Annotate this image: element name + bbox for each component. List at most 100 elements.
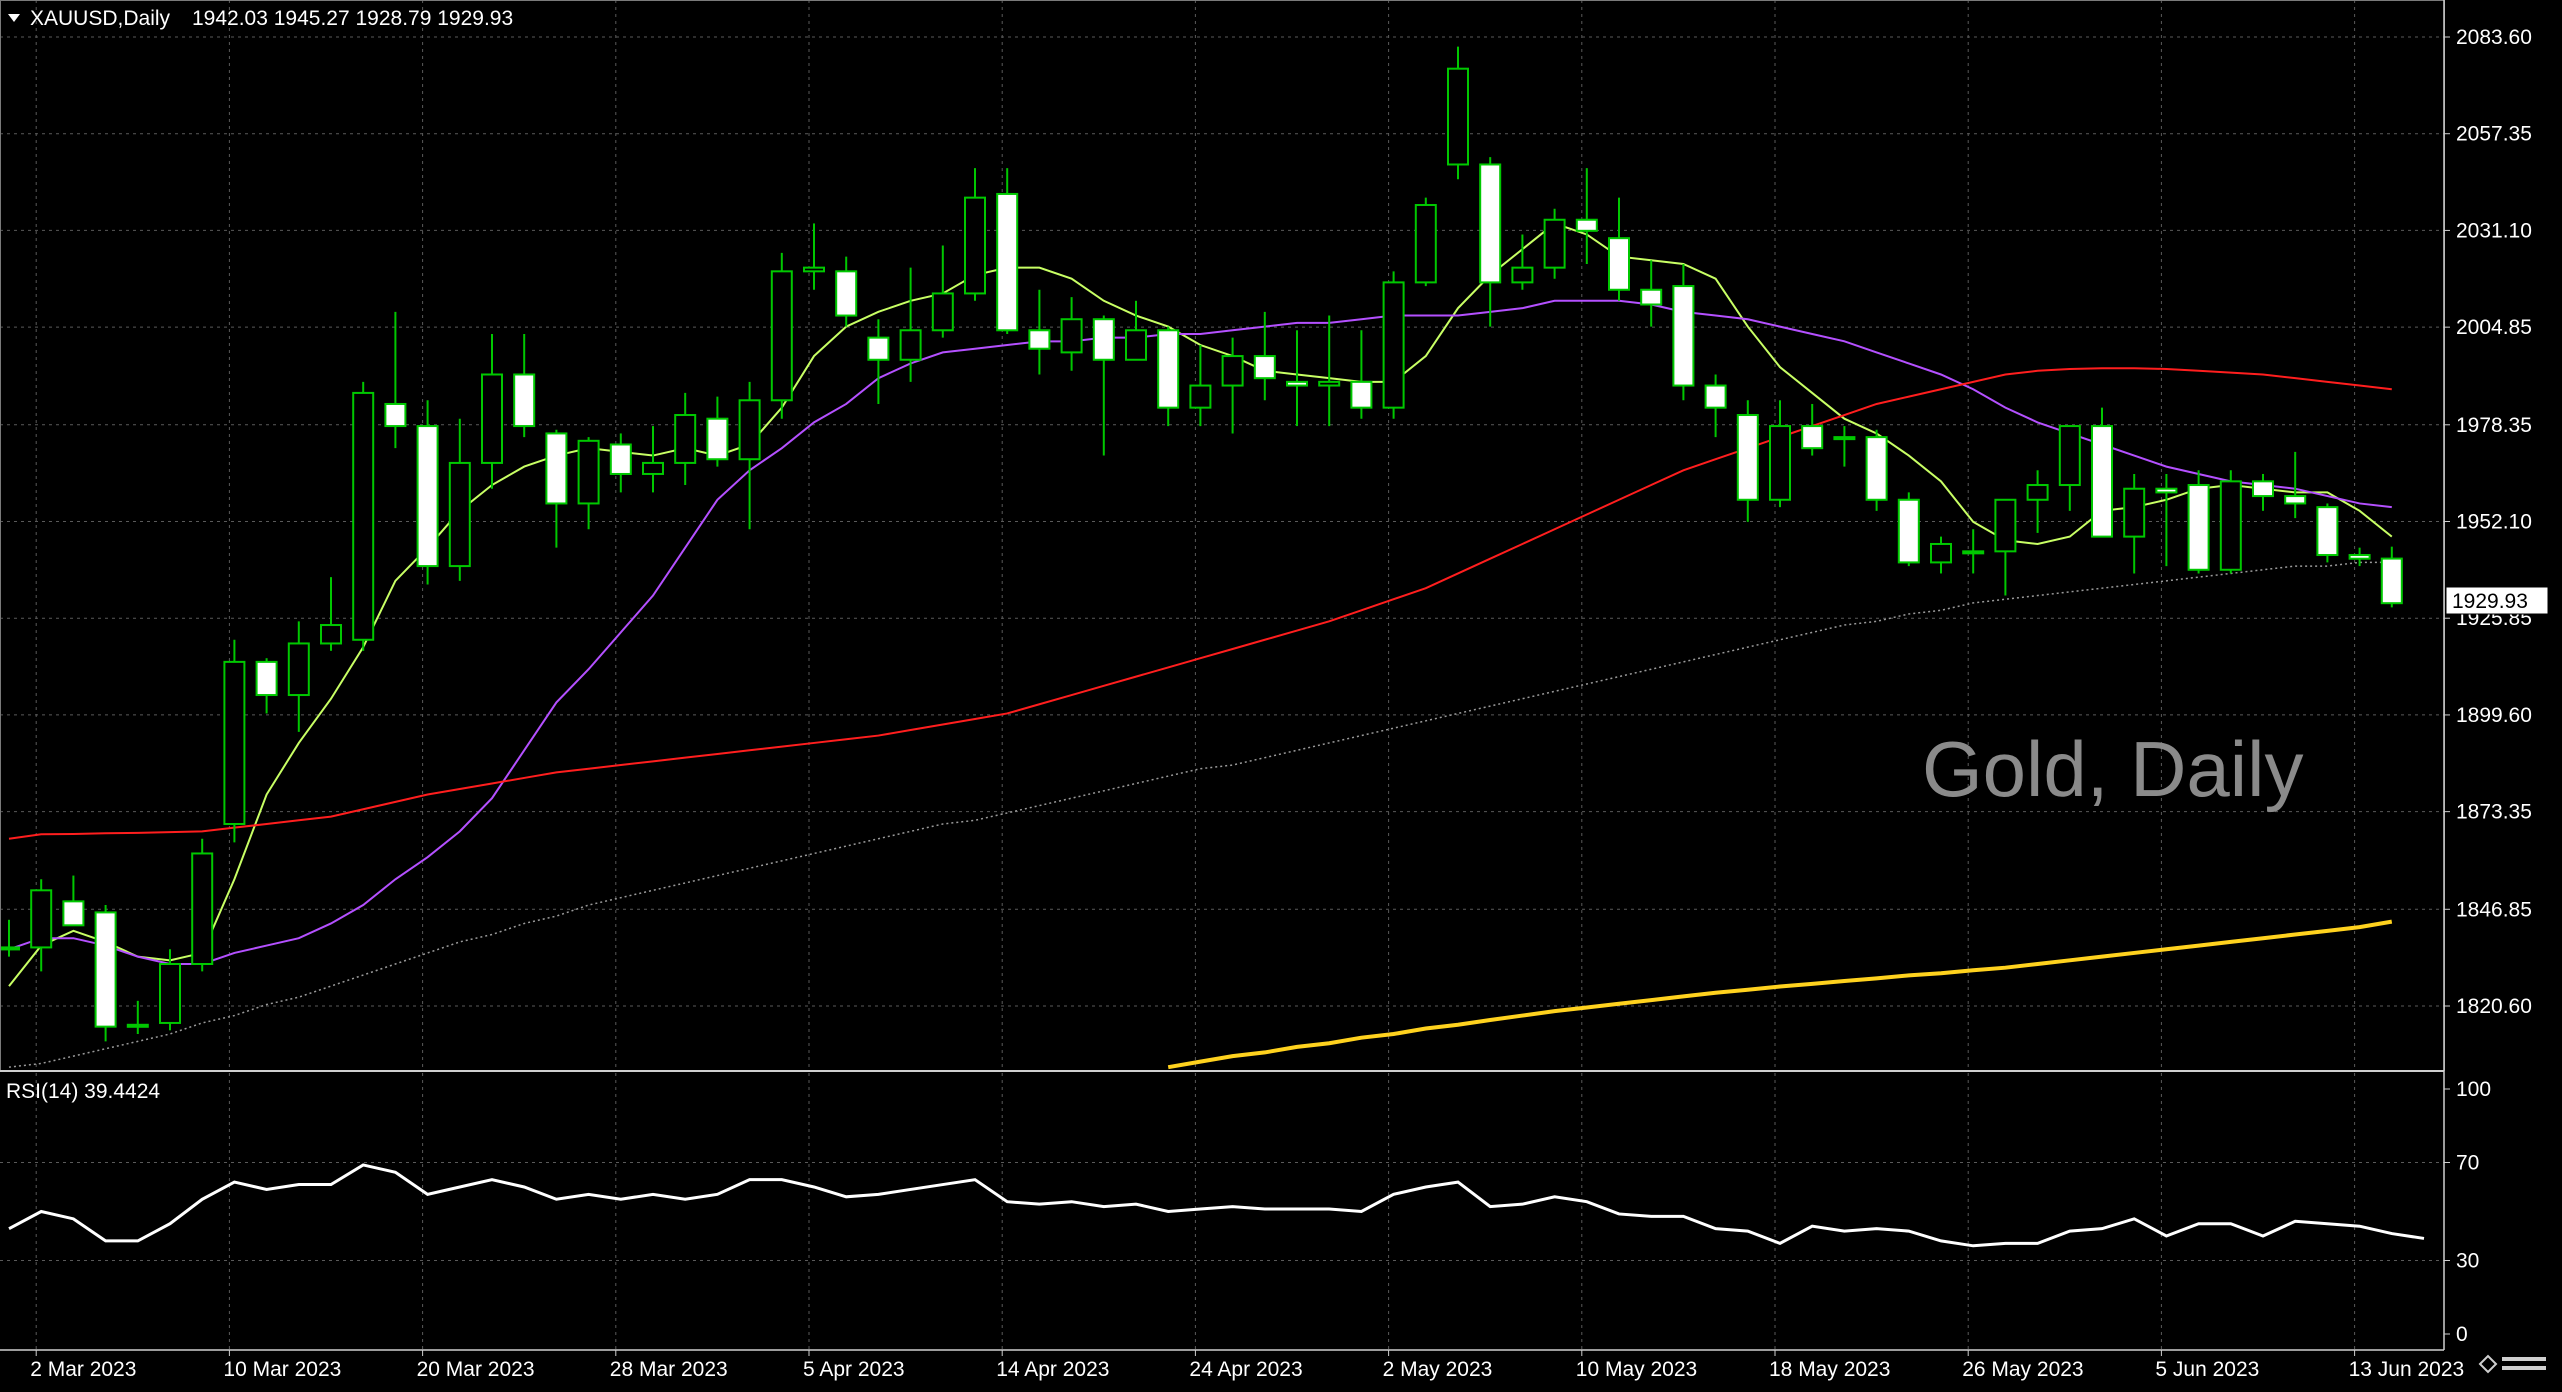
price-tick-label: 2004.85 — [2456, 316, 2532, 339]
candle-body[interactable] — [126, 1023, 149, 1028]
candle-body[interactable] — [545, 432, 568, 505]
candle-body[interactable] — [223, 660, 246, 825]
candlesticks[interactable] — [0, 46, 2403, 1042]
candle-body[interactable] — [1865, 436, 1888, 501]
moving-average-line-ma_slow — [8, 367, 2392, 840]
candle-body[interactable] — [674, 414, 697, 464]
watermark: Gold, Daily — [1922, 725, 2303, 813]
candle-body[interactable] — [642, 461, 664, 475]
candle-body[interactable] — [609, 443, 632, 475]
candle-body[interactable] — [416, 425, 439, 568]
symbol-header[interactable]: XAUUSD,Daily 1942.03 1945.27 1928.79 192… — [8, 7, 513, 30]
candle-body[interactable] — [738, 399, 761, 461]
candle-body[interactable] — [2219, 480, 2242, 571]
candle-body[interactable] — [2380, 557, 2403, 605]
candle-body[interactable] — [1543, 218, 1566, 269]
candle-body[interactable] — [1189, 384, 1212, 409]
candle-body[interactable] — [62, 900, 85, 927]
candle-body[interactable] — [191, 852, 214, 965]
rsi-label: RSI(14) 39.4424 — [6, 1080, 160, 1103]
candle-body[interactable] — [2284, 495, 2307, 505]
candle-body[interactable] — [964, 196, 986, 295]
candle-body[interactable] — [1447, 67, 1469, 166]
candle-body[interactable] — [1736, 414, 1759, 501]
candle-body[interactable] — [1672, 285, 1695, 387]
candle-body[interactable] — [996, 192, 1019, 332]
price-tick-label: 1899.60 — [2456, 704, 2532, 727]
candle-body[interactable] — [835, 270, 858, 317]
candle-body[interactable] — [1769, 425, 1791, 501]
candle-body[interactable] — [1640, 288, 1663, 306]
collapse-triangle-icon[interactable] — [8, 14, 20, 22]
candle-body[interactable] — [384, 402, 407, 428]
date-tick-label: 2 Mar 2023 — [30, 1358, 136, 1381]
date-tick-label: 26 May 2023 — [1962, 1358, 2083, 1381]
candle-body[interactable] — [1286, 380, 1308, 387]
candle-body[interactable] — [1060, 318, 1083, 354]
candle-body[interactable] — [899, 329, 922, 361]
candle-body[interactable] — [481, 373, 503, 464]
candle-body[interactable] — [2123, 487, 2146, 538]
candle-body[interactable] — [2091, 425, 2113, 538]
candle-body[interactable] — [30, 889, 53, 949]
candle-body[interactable] — [2348, 554, 2371, 560]
candle-body[interactable] — [706, 417, 729, 461]
candle-body[interactable] — [320, 624, 342, 645]
candle-body[interactable] — [1479, 163, 1502, 284]
price-tick-label: 2083.60 — [2456, 26, 2532, 49]
candle-body[interactable] — [1318, 380, 1341, 387]
candle-body[interactable] — [159, 962, 181, 1024]
candle-body[interactable] — [1221, 355, 1244, 387]
rsi-tick-label: 100 — [2456, 1078, 2491, 1101]
candle-body[interactable] — [867, 336, 890, 361]
candle-body[interactable] — [255, 660, 278, 697]
date-tick-label: 2 May 2023 — [1383, 1358, 1493, 1381]
candle-body[interactable] — [803, 266, 825, 273]
candle-body[interactable] — [94, 911, 117, 1028]
candle-body[interactable] — [1994, 498, 2017, 553]
candle-body[interactable] — [577, 439, 600, 505]
candle-body[interactable] — [931, 292, 954, 332]
candle-body[interactable] — [1930, 542, 1952, 564]
candle-body[interactable] — [2026, 484, 2049, 501]
candle-body[interactable] — [1092, 318, 1115, 361]
candle-body[interactable] — [287, 642, 310, 697]
candle-body[interactable] — [0, 946, 20, 951]
candle-body[interactable] — [1575, 218, 1598, 232]
candle-body[interactable] — [1801, 425, 1824, 450]
candle-body[interactable] — [1125, 329, 1147, 361]
moving-average-line-ma_100 — [8, 561, 2392, 1068]
candle-body[interactable] — [2187, 484, 2210, 571]
candle-body[interactable] — [2155, 487, 2178, 494]
date-tick-label: 20 Mar 2023 — [417, 1358, 535, 1381]
candle-body[interactable] — [1028, 329, 1051, 350]
candle-body[interactable] — [1833, 436, 1856, 441]
candle-body[interactable] — [2252, 480, 2274, 498]
candle-body[interactable] — [1897, 498, 1920, 564]
candle-body[interactable] — [2316, 506, 2339, 557]
rsi-tick-label: 0 — [2456, 1323, 2468, 1346]
candle-body[interactable] — [2058, 425, 2081, 487]
candle-body[interactable] — [352, 391, 375, 641]
rsi-tick-label: 30 — [2456, 1250, 2479, 1273]
candle-body[interactable] — [1962, 550, 1985, 555]
candle-body[interactable] — [1608, 237, 1630, 291]
candle-body[interactable] — [1382, 281, 1405, 409]
candle-body[interactable] — [513, 373, 536, 428]
candle-body[interactable] — [448, 461, 471, 568]
moving-average-line-ma_200 — [1167, 919, 2393, 1070]
price-tick-label: 1820.60 — [2456, 995, 2532, 1018]
candle-body[interactable] — [1704, 384, 1727, 409]
current-price-label: 1929.93 — [2452, 590, 2528, 613]
date-tick-label: 28 Mar 2023 — [610, 1358, 728, 1381]
candle-body[interactable] — [1414, 204, 1437, 284]
candle-body[interactable] — [770, 270, 793, 402]
candle-body[interactable] — [1157, 329, 1180, 409]
candle-body[interactable] — [1350, 380, 1373, 409]
candle-body[interactable] — [1511, 266, 1534, 284]
candle-body[interactable] — [1253, 355, 1276, 380]
moving-average-line-ma_mid — [8, 299, 2392, 965]
date-tick-label: 24 Apr 2023 — [1189, 1358, 1302, 1381]
